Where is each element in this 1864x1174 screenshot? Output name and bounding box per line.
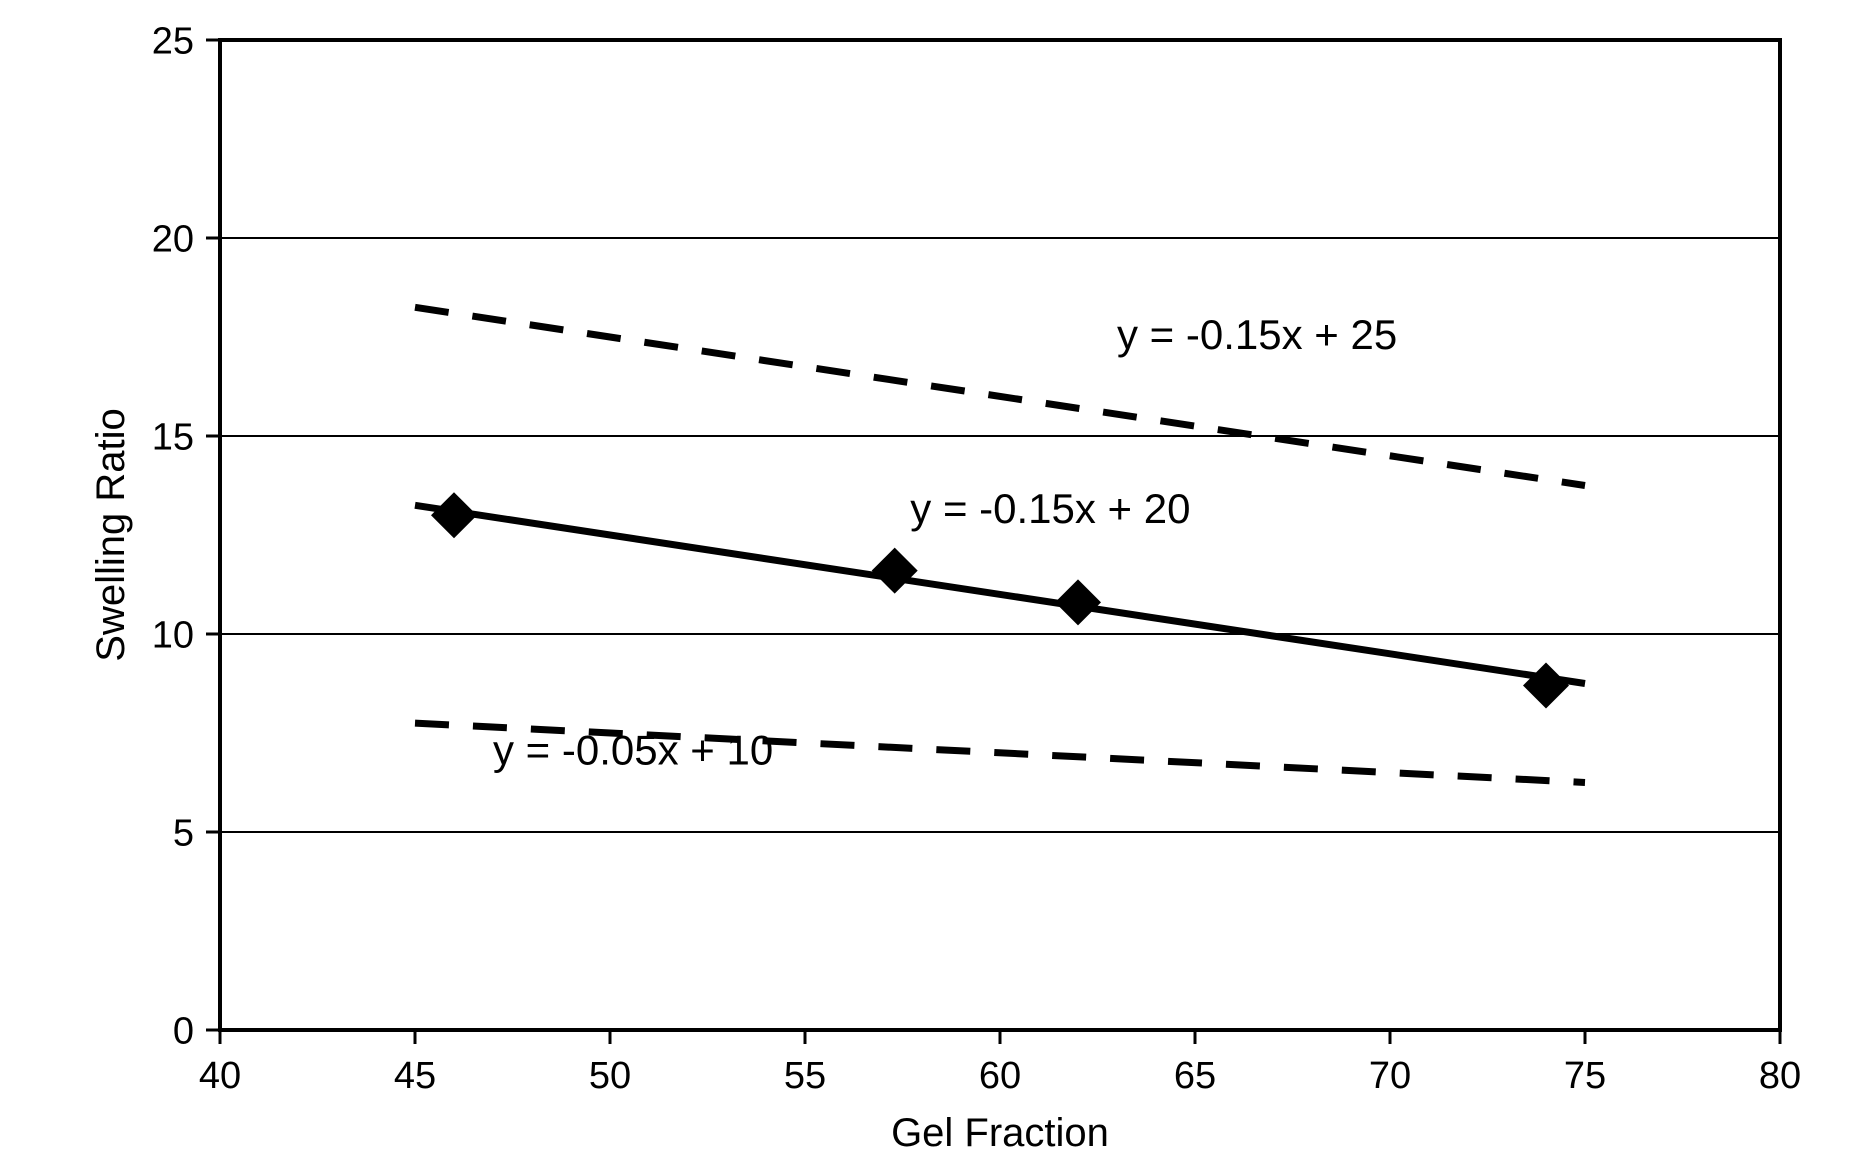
- y-tick-label: 20: [152, 218, 194, 260]
- y-axis-label: Swelling Ratio: [89, 408, 133, 661]
- y-tick-label: 15: [152, 416, 194, 458]
- x-tick-label: 65: [1174, 1055, 1216, 1097]
- x-axis-label: Gel Fraction: [891, 1111, 1109, 1155]
- x-tick-label: 80: [1759, 1055, 1801, 1097]
- x-tick-label: 70: [1369, 1055, 1411, 1097]
- y-tick-label: 25: [152, 20, 194, 62]
- x-tick-label: 55: [784, 1055, 826, 1097]
- series-equation-lower-line: y = -0.05x + 10: [493, 727, 773, 774]
- x-tick-label: 45: [394, 1055, 436, 1097]
- chart-container: 40 45 50 55 60 65 70 75 80 0 5 10 15 20 25 Gel Fraction…: [0, 0, 1864, 1174]
- y-tick-label: 10: [152, 614, 194, 656]
- series-equation-upper-line: y = -0.15x + 25: [1117, 311, 1397, 358]
- series-equation-mid-line: y = -0.15x + 20: [910, 485, 1190, 532]
- chart-svg: 40 45 50 55 60 65 70 75 80 0 5 10 15 20 25 Gel Fraction…: [0, 0, 1864, 1174]
- x-tick-label: 60: [979, 1055, 1021, 1097]
- y-tick-label: 0: [173, 1010, 194, 1052]
- x-tick-label: 40: [199, 1055, 241, 1097]
- x-tick-label: 50: [589, 1055, 631, 1097]
- y-tick-label: 5: [173, 812, 194, 854]
- x-tick-label: 75: [1564, 1055, 1606, 1097]
